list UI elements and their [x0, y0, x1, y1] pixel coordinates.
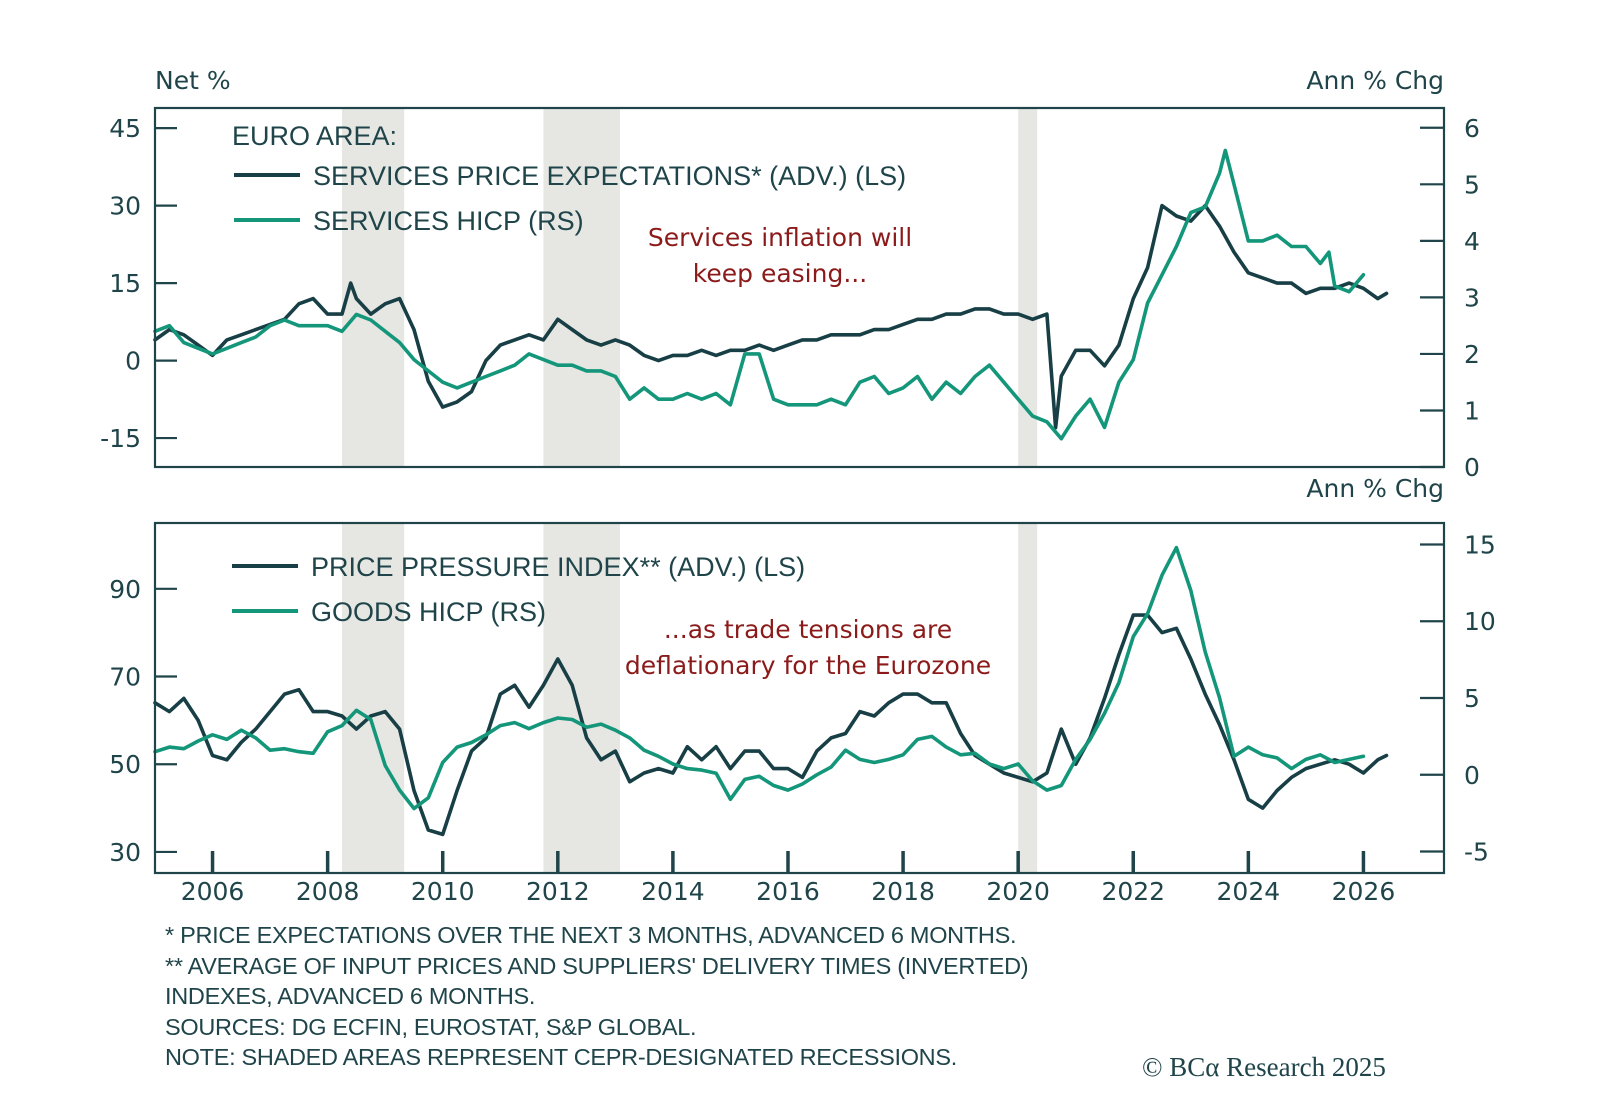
- x-tick-label: 2012: [526, 877, 590, 906]
- top-right-tick-label: 1: [1464, 396, 1480, 425]
- top-annotation-line-1: Services inflation will: [648, 223, 912, 252]
- top-recession-shades: [342, 108, 1038, 467]
- top-left-axis-title: Net %: [155, 66, 231, 95]
- x-tick-label: 2010: [411, 877, 475, 906]
- top-series-services-price-expectations-adv-ls: [153, 203, 1389, 430]
- x-tick-label: 2022: [1101, 877, 1165, 906]
- legend-label-services-hicp: SERVICES HICP (RS): [313, 206, 584, 236]
- bottom-right-tick-label: 5: [1464, 684, 1480, 713]
- x-tick-label: 2026: [1332, 877, 1396, 906]
- bottom-recession-shade: [342, 523, 405, 873]
- top-right-axis: 6 5 4 3 2 1 0: [1420, 114, 1480, 482]
- x-tick-label: 2008: [296, 877, 360, 906]
- legend-label-goods-hicp: GOODS HICP (RS): [311, 597, 546, 627]
- top-right-tick-label: 3: [1464, 283, 1480, 312]
- bottom-annotation-line-2: deflationary for the Eurozone: [625, 651, 991, 680]
- bottom-series-price-pressure-index-adv-ls: [153, 613, 1389, 837]
- bottom-right-axis-title: Ann % Chg: [1306, 474, 1444, 503]
- top-right-tick-label: 0: [1464, 453, 1480, 482]
- top-panel: Net % Ann % Chg 45 30 15 0 -15 6 5 4 3 2 1 0 EURO …: [100, 66, 1480, 482]
- bottom-left-tick-label: 50: [109, 750, 141, 779]
- bottom-recession-shade: [543, 523, 620, 873]
- footnotes: * PRICE EXPECTATIONS OVER THE NEXT 3 MON…: [165, 920, 1029, 1073]
- top-left-axis: 45 30 15 0 -15: [100, 114, 177, 453]
- x-tick-label: 2018: [871, 877, 935, 906]
- top-left-tick-label: 45: [109, 114, 141, 143]
- bottom-right-tick-label: 0: [1464, 761, 1480, 790]
- bottom-left-tick-label: 30: [109, 838, 141, 867]
- bottom-left-tick-label: 90: [109, 575, 141, 604]
- legend-label-services-expectations: SERVICES PRICE EXPECTATIONS* (ADV.) (LS): [313, 161, 906, 191]
- bottom-plot-frame: [153, 521, 1446, 875]
- footnote-sources: SOURCES: DG ECFIN, EUROSTAT, S&P GLOBAL.: [165, 1013, 697, 1040]
- x-tick-label: 2024: [1217, 877, 1281, 906]
- top-recession-shade: [543, 108, 620, 467]
- bottom-recession-shades: [342, 523, 1038, 873]
- footnote-note: NOTE: SHADED AREAS REPRESENT CEPR-DESIGN…: [165, 1044, 957, 1070]
- bottom-series-group: [153, 545, 1389, 837]
- x-tick-label: 2016: [756, 877, 820, 906]
- top-series-group: [153, 148, 1389, 441]
- copyright-label: © BCα Research 2025: [1142, 1052, 1386, 1082]
- top-left-tick-label: -15: [100, 424, 141, 453]
- footnote-3: INDEXES, ADVANCED 6 MONTHS.: [165, 983, 536, 1009]
- top-series-services-hicp-rs: [153, 148, 1366, 441]
- top-legend-title: EURO AREA:: [232, 121, 397, 151]
- bottom-annotation-line-1: ...as trade tensions are: [664, 615, 952, 644]
- top-annotation-line-2: keep easing...: [693, 259, 867, 288]
- footnote-1: * PRICE EXPECTATIONS OVER THE NEXT 3 MON…: [165, 922, 1017, 948]
- bottom-recession-shade: [1018, 523, 1038, 873]
- legend-label-price-pressure: PRICE PRESSURE INDEX** (ADV.) (LS): [311, 552, 805, 582]
- footnote-2: ** AVERAGE OF INPUT PRICES AND SUPPLIERS…: [165, 952, 1029, 979]
- bottom-left-axis: 90 70 50 30: [109, 575, 177, 867]
- x-tick-label: 2020: [986, 877, 1050, 906]
- bottom-right-tick-label: -5: [1464, 838, 1489, 867]
- bottom-right-axis: 15 10 5 0 -5: [1420, 530, 1496, 867]
- bottom-series-goods-hicp-rs: [153, 545, 1366, 811]
- top-plot-frame: [153, 106, 1446, 469]
- top-right-tick-label: 4: [1464, 227, 1480, 256]
- bottom-right-tick-label: 15: [1464, 530, 1496, 559]
- bottom-right-tick-label: 10: [1464, 607, 1496, 636]
- top-right-tick-label: 6: [1464, 114, 1480, 143]
- x-tick-label: 2006: [181, 877, 245, 906]
- top-right-tick-label: 5: [1464, 170, 1480, 199]
- top-right-tick-label: 2: [1464, 340, 1480, 369]
- top-left-tick-label: 0: [125, 347, 141, 376]
- top-left-tick-label: 30: [109, 192, 141, 221]
- top-left-tick-label: 15: [109, 269, 141, 298]
- x-axis: 2006 2008 2010 2012 2014 2016 2018 2020 2022 2024…: [181, 851, 1396, 906]
- top-right-axis-title: Ann % Chg: [1306, 66, 1444, 95]
- top-recession-shade: [1018, 108, 1038, 467]
- bottom-left-tick-label: 70: [109, 663, 141, 692]
- x-tick-label: 2014: [641, 877, 705, 906]
